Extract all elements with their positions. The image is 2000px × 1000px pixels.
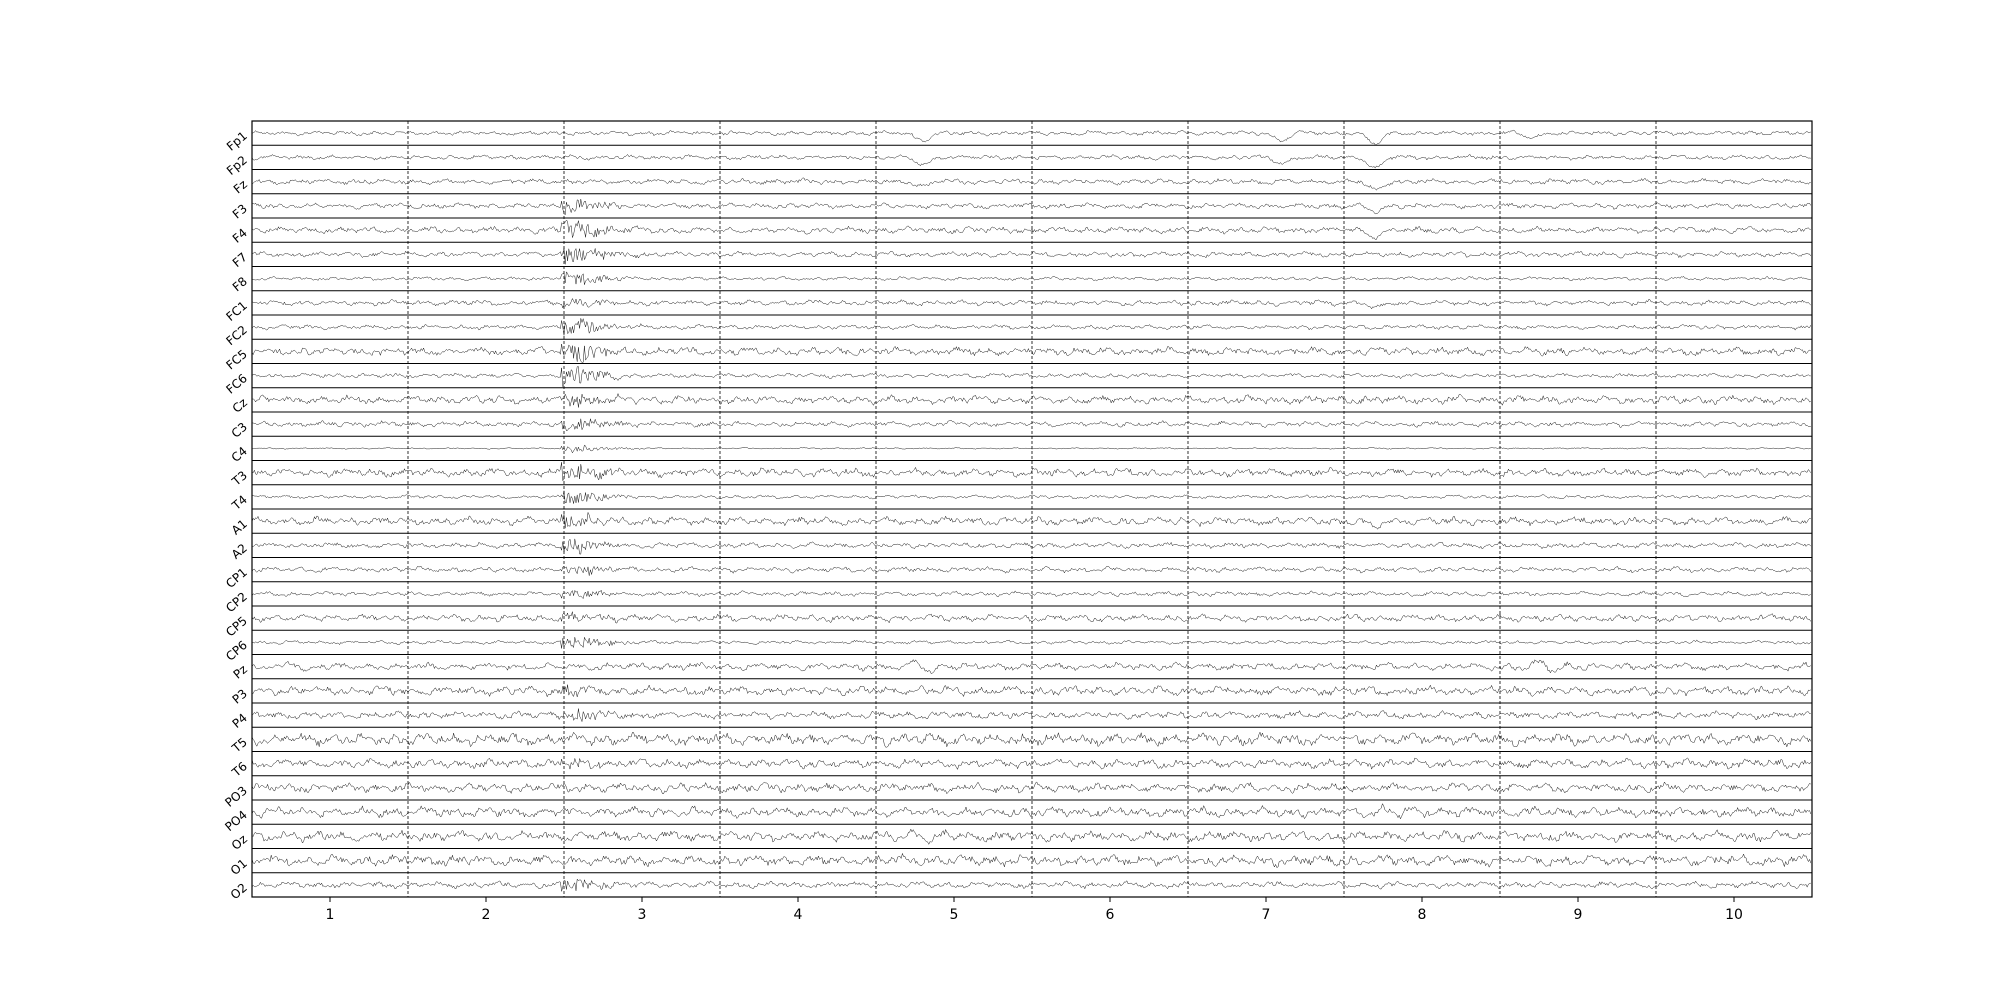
- trace-fz: [251, 177, 1811, 191]
- channel-label-f4: F4: [230, 226, 250, 246]
- channel-label-f8: F8: [230, 274, 250, 294]
- channel-label-pz: Pz: [231, 662, 250, 681]
- channel-label-f7: F7: [230, 250, 250, 270]
- channel-label-f3: F3: [230, 201, 250, 221]
- trace-fp2: [251, 154, 1811, 169]
- trace-cp2: [251, 589, 1811, 600]
- trace-po3: [251, 781, 1811, 795]
- eeg-traces: [251, 129, 1812, 892]
- channel-label-c3: C3: [229, 420, 250, 441]
- trace-o1: [251, 852, 1812, 868]
- trace-p4: [251, 708, 1811, 722]
- x-tick-label: 9: [1574, 907, 1583, 923]
- channel-label-c4: C4: [229, 444, 250, 465]
- channel-label-p4: P4: [230, 711, 250, 731]
- trace-f4: [251, 219, 1811, 240]
- trace-cp1: [251, 565, 1811, 576]
- x-tick-label: 7: [1262, 907, 1271, 923]
- channel-label-t4: T4: [229, 492, 250, 513]
- x-axis-ticks: 1 2 3 4 5 6 7 8 9 10: [326, 897, 1743, 923]
- channel-label-cp6: CP6: [223, 638, 250, 664]
- trace-c3: [251, 418, 1811, 431]
- channel-label-fc2: FC2: [223, 323, 250, 348]
- trace-pz: [251, 659, 1811, 674]
- channel-label-cp1: CP1: [223, 565, 250, 591]
- channel-label-cp5: CP5: [223, 614, 250, 640]
- channel-label-oz: Oz: [229, 832, 250, 853]
- channel-label-t3: T3: [229, 468, 250, 489]
- plot-frame: [251, 120, 1813, 898]
- trace-cp5: [251, 611, 1811, 624]
- epoch-boundaries: [407, 121, 1657, 897]
- channel-label-cz: Cz: [230, 395, 250, 415]
- channel-label-fp1: Fp1: [224, 129, 250, 154]
- x-tick-label: 2: [482, 907, 491, 923]
- trace-o2: [251, 878, 1811, 892]
- trace-t4: [251, 490, 1811, 504]
- trace-fp1: [251, 129, 1811, 146]
- channel-label-fp2: Fp2: [224, 153, 250, 178]
- x-tick-label: 6: [1106, 907, 1115, 923]
- trace-cp6: [251, 636, 1811, 649]
- channel-label-fc1: FC1: [223, 298, 250, 323]
- trace-a2: [251, 538, 1811, 555]
- trace-p3: [251, 684, 1811, 698]
- channel-label-t5: T5: [229, 735, 250, 756]
- channel-label-a2: A2: [229, 541, 250, 562]
- channel-label-po4: PO4: [222, 808, 250, 834]
- trace-t6: [251, 757, 1811, 770]
- trace-t3: [251, 462, 1811, 482]
- trace-f8: [252, 271, 1811, 285]
- channel-label-t6: T6: [229, 759, 250, 780]
- x-tick-label: 8: [1418, 907, 1427, 923]
- channel-label-a1: A1: [229, 517, 250, 538]
- x-tick-label: 10: [1725, 907, 1743, 923]
- trace-cz: [251, 392, 1811, 408]
- channel-label-fc6: FC6: [223, 371, 250, 396]
- channel-label-o1: O1: [228, 856, 250, 878]
- trace-oz: [251, 828, 1811, 845]
- trace-a1: [251, 511, 1811, 530]
- trace-f3: [251, 198, 1811, 216]
- channel-label-po3: PO3: [222, 783, 250, 809]
- channel-label-p3: P3: [230, 686, 250, 706]
- trace-fc2: [251, 317, 1812, 336]
- trace-po4: [251, 803, 1812, 820]
- x-tick-label: 5: [950, 907, 959, 923]
- trace-t5: [251, 731, 1812, 748]
- channel-label-cp2: CP2: [223, 589, 250, 615]
- trace-fc5: [251, 343, 1811, 363]
- trace-fc6: [251, 366, 1811, 387]
- trace-f7: [251, 247, 1811, 265]
- channel-label-fz: Fz: [231, 177, 250, 196]
- x-tick-label: 3: [638, 907, 647, 923]
- x-tick-label: 4: [794, 907, 803, 923]
- x-tick-label: 1: [326, 907, 335, 923]
- trace-c4: [252, 444, 1811, 454]
- trace-fc1: [251, 297, 1811, 310]
- channel-label-fc5: FC5: [223, 347, 250, 372]
- channel-label-o2: O2: [228, 880, 250, 902]
